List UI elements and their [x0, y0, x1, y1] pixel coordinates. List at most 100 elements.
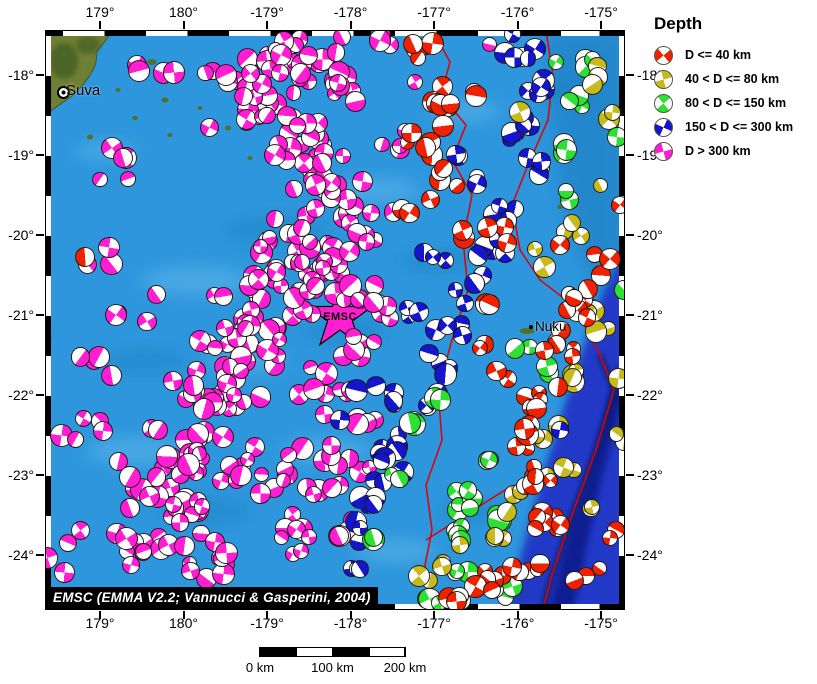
- focal-mechanism-ball: [572, 226, 591, 245]
- focal-mechanism-ball: [407, 565, 430, 588]
- axis-tick-right: [626, 74, 634, 76]
- focal-mechanism-ball: [264, 143, 287, 166]
- focal-mechanism-ball: [250, 483, 271, 504]
- focal-mechanism-ball: [449, 178, 466, 194]
- focal-mechanism-ball: [165, 496, 183, 514]
- land-shading: [76, 36, 100, 54]
- island: [115, 88, 121, 92]
- focal-mechanism-ball: [372, 452, 391, 470]
- focal-mechanism-ball: [363, 292, 384, 313]
- focal-mechanism-ball: [476, 216, 498, 239]
- focal-mechanism-ball: [112, 148, 133, 169]
- focal-mechanism-ball: [429, 389, 452, 411]
- map-frame-right: [619, 31, 624, 609]
- focal-mechanism-ball: [603, 103, 621, 121]
- scale-bar-segment: [332, 648, 369, 656]
- focal-mechanism-ball: [466, 173, 487, 195]
- axis-label-right: -20°: [637, 227, 663, 243]
- event-star-label: EMSC: [323, 311, 357, 323]
- focal-mechanism-ball: [352, 171, 373, 193]
- focal-mechanism-ball: [530, 553, 550, 574]
- focal-mechanism-ball: [584, 499, 601, 516]
- focal-mechanism-ball: [215, 541, 238, 565]
- focal-mechanism-ball: [289, 116, 307, 134]
- focal-mechanism-ball: [312, 153, 333, 174]
- axis-tick-left: [36, 314, 44, 316]
- axis-tick-right: [626, 474, 634, 476]
- focal-mechanism-ball: [614, 280, 624, 300]
- focal-mechanism-ball: [365, 375, 387, 397]
- focal-mechanism-ball: [440, 94, 460, 114]
- focal-mechanism-ball: [530, 76, 552, 98]
- focal-mechanism-ball: [362, 203, 381, 222]
- axis-label-left: -23°: [8, 467, 34, 483]
- legend-item-label: D > 300 km: [685, 144, 751, 158]
- axis-tick-top: [516, 21, 519, 29]
- focal-mechanism-ball: [513, 418, 536, 440]
- focal-mechanism-ball: [464, 272, 486, 295]
- focal-mechanism-ball: [550, 515, 571, 536]
- axis-label-left: -19°: [8, 147, 34, 163]
- axis-label-top: -175°: [584, 4, 618, 20]
- focal-mechanism-ball: [155, 445, 179, 469]
- axis-label-top: -176°: [500, 4, 535, 20]
- focal-mechanism-ball: [563, 214, 581, 232]
- axis-label-left: -24°: [8, 547, 34, 563]
- focal-mechanism-ball: [233, 87, 253, 106]
- focal-mechanism-ball: [314, 361, 338, 385]
- axis-tick-left: [36, 234, 44, 236]
- focal-mechanism-ball: [134, 542, 152, 560]
- scale-bar-segment: [296, 648, 333, 656]
- focal-mechanism-ball: [351, 560, 369, 579]
- focal-mechanism-ball: [248, 269, 269, 290]
- axis-tick-right: [626, 314, 634, 316]
- focal-mechanism-ball: [258, 106, 276, 125]
- axis-label-left: -20°: [8, 227, 34, 243]
- attribution-box: EMSC (EMMA V2.2; Vannucci & Gasperini, 2…: [46, 587, 378, 609]
- focal-mechanism-ball: [508, 100, 532, 124]
- focal-mechanism-ball: [306, 199, 325, 218]
- focal-mechanism-ball: [301, 529, 317, 545]
- focal-mechanism-ball: [170, 513, 189, 532]
- focal-mechanism-ball: [321, 435, 341, 455]
- legend-items: D <= 40 km 40 < D <= 80 km 80 < D <= 150 k…: [648, 43, 816, 163]
- island: [167, 133, 173, 137]
- focal-mechanism-ball: [74, 246, 96, 268]
- focal-mechanism-ball: [447, 282, 464, 298]
- focal-mechanism-ball: [401, 122, 422, 144]
- island: [87, 134, 93, 140]
- axis-tick-bottom: [182, 611, 185, 619]
- focal-mechanism-ball: [232, 363, 249, 379]
- focal-mechanism-ball: [496, 501, 518, 523]
- focal-mechanism-ball: [563, 347, 581, 365]
- axis-tick-bottom: [600, 611, 602, 619]
- axis-tick-top: [99, 21, 101, 29]
- axis-label-left: -22°: [8, 387, 34, 403]
- focal-mechanism-ball: [415, 137, 437, 159]
- focal-mechanism-ball: [280, 446, 297, 464]
- axis-label-top: -178°: [333, 4, 368, 20]
- focal-mechanism-ball: [374, 136, 390, 153]
- focal-mechanism-ball: [314, 260, 331, 277]
- focal-mechanism-ball: [328, 74, 347, 93]
- focal-mechanism-ball: [486, 526, 505, 546]
- focal-mechanism-ball: [92, 171, 108, 188]
- focal-mechanism-ball: [271, 64, 289, 83]
- focal-mechanism-ball: [326, 43, 346, 62]
- focal-mechanism-ball: [344, 378, 368, 402]
- city-label-suva: Suva: [66, 82, 101, 99]
- focal-mechanism-ball: [321, 477, 342, 498]
- axis-tick-right: [626, 234, 634, 236]
- focal-mechanism-ball: [543, 472, 559, 488]
- scale-bar-segment: [260, 648, 297, 656]
- axis-tick-right: [626, 154, 634, 156]
- axis-label-bottom: 180°: [169, 615, 198, 631]
- focal-mechanism-ball: [101, 365, 123, 387]
- focal-mechanism-ball: [293, 253, 310, 270]
- focal-mechanism-ball: [294, 152, 314, 173]
- focal-mechanism-ball: [419, 343, 439, 364]
- focal-mechanism-ball: [269, 43, 292, 66]
- focal-mechanism-ball: [328, 526, 350, 547]
- axis-tick-right: [626, 554, 634, 556]
